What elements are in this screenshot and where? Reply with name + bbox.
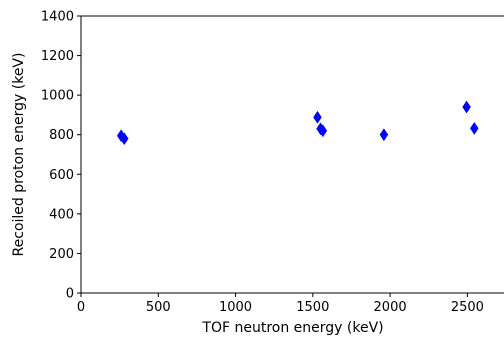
data-point-diamond	[119, 132, 129, 146]
x-tick-label: 0	[77, 300, 85, 315]
ticks-layer: 0 500 1000 1500 2000 2500 0 200 400 600 800 1000 120…	[41, 10, 484, 316]
data-point-diamond	[462, 100, 471, 114]
y-tick-label: 1000	[41, 89, 74, 104]
data-point-diamond	[379, 128, 389, 142]
x-tick-label: 500	[146, 300, 171, 315]
y-axis-label: Recoiled proton energy (keV)	[11, 53, 27, 257]
x-tick-label: 2000	[374, 300, 407, 315]
x-tick-label: 1500	[296, 300, 329, 315]
plot-frame	[80, 15, 504, 294]
y-tick-label: 1200	[41, 49, 74, 64]
points-layer	[116, 100, 479, 146]
y-tick-label: 400	[49, 207, 74, 222]
x-axis-label: TOF neutron energy (keV)	[201, 320, 383, 336]
x-tick-label: 2500	[451, 300, 484, 315]
y-tick-label: 800	[49, 128, 74, 143]
data-point-diamond	[318, 124, 328, 138]
data-point-diamond	[470, 121, 479, 135]
y-tick-label: 600	[49, 168, 74, 183]
y-tick-label: 200	[49, 247, 74, 262]
y-tick-label: 1400	[41, 10, 74, 25]
x-tick-label: 1000	[219, 300, 252, 315]
y-tick-label: 0	[66, 287, 74, 302]
data-point-diamond	[313, 110, 322, 124]
